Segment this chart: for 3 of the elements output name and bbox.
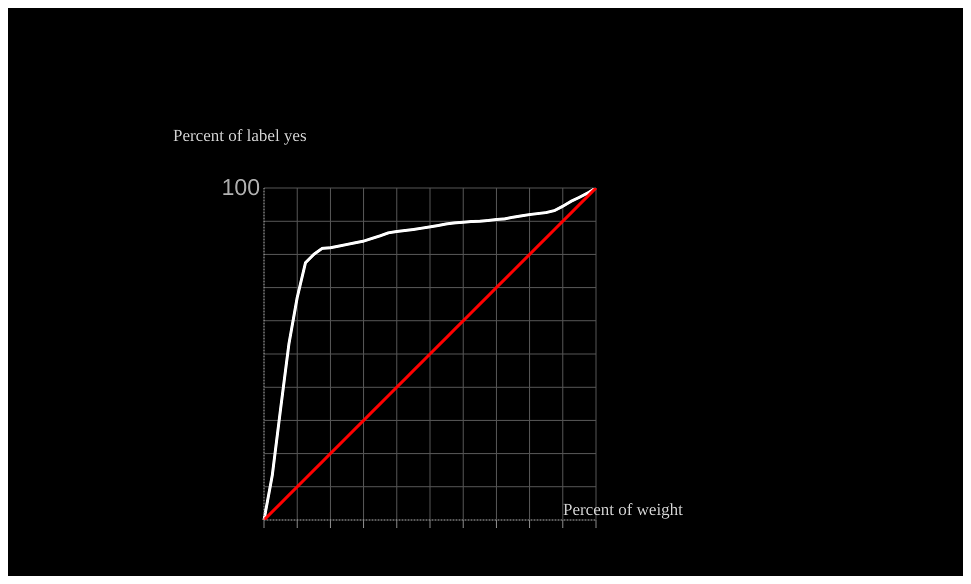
text: 100 [222, 174, 260, 201]
x-axis-title: Percent of weight [563, 500, 683, 520]
y-axis-title: Percent of label yes [173, 126, 307, 146]
